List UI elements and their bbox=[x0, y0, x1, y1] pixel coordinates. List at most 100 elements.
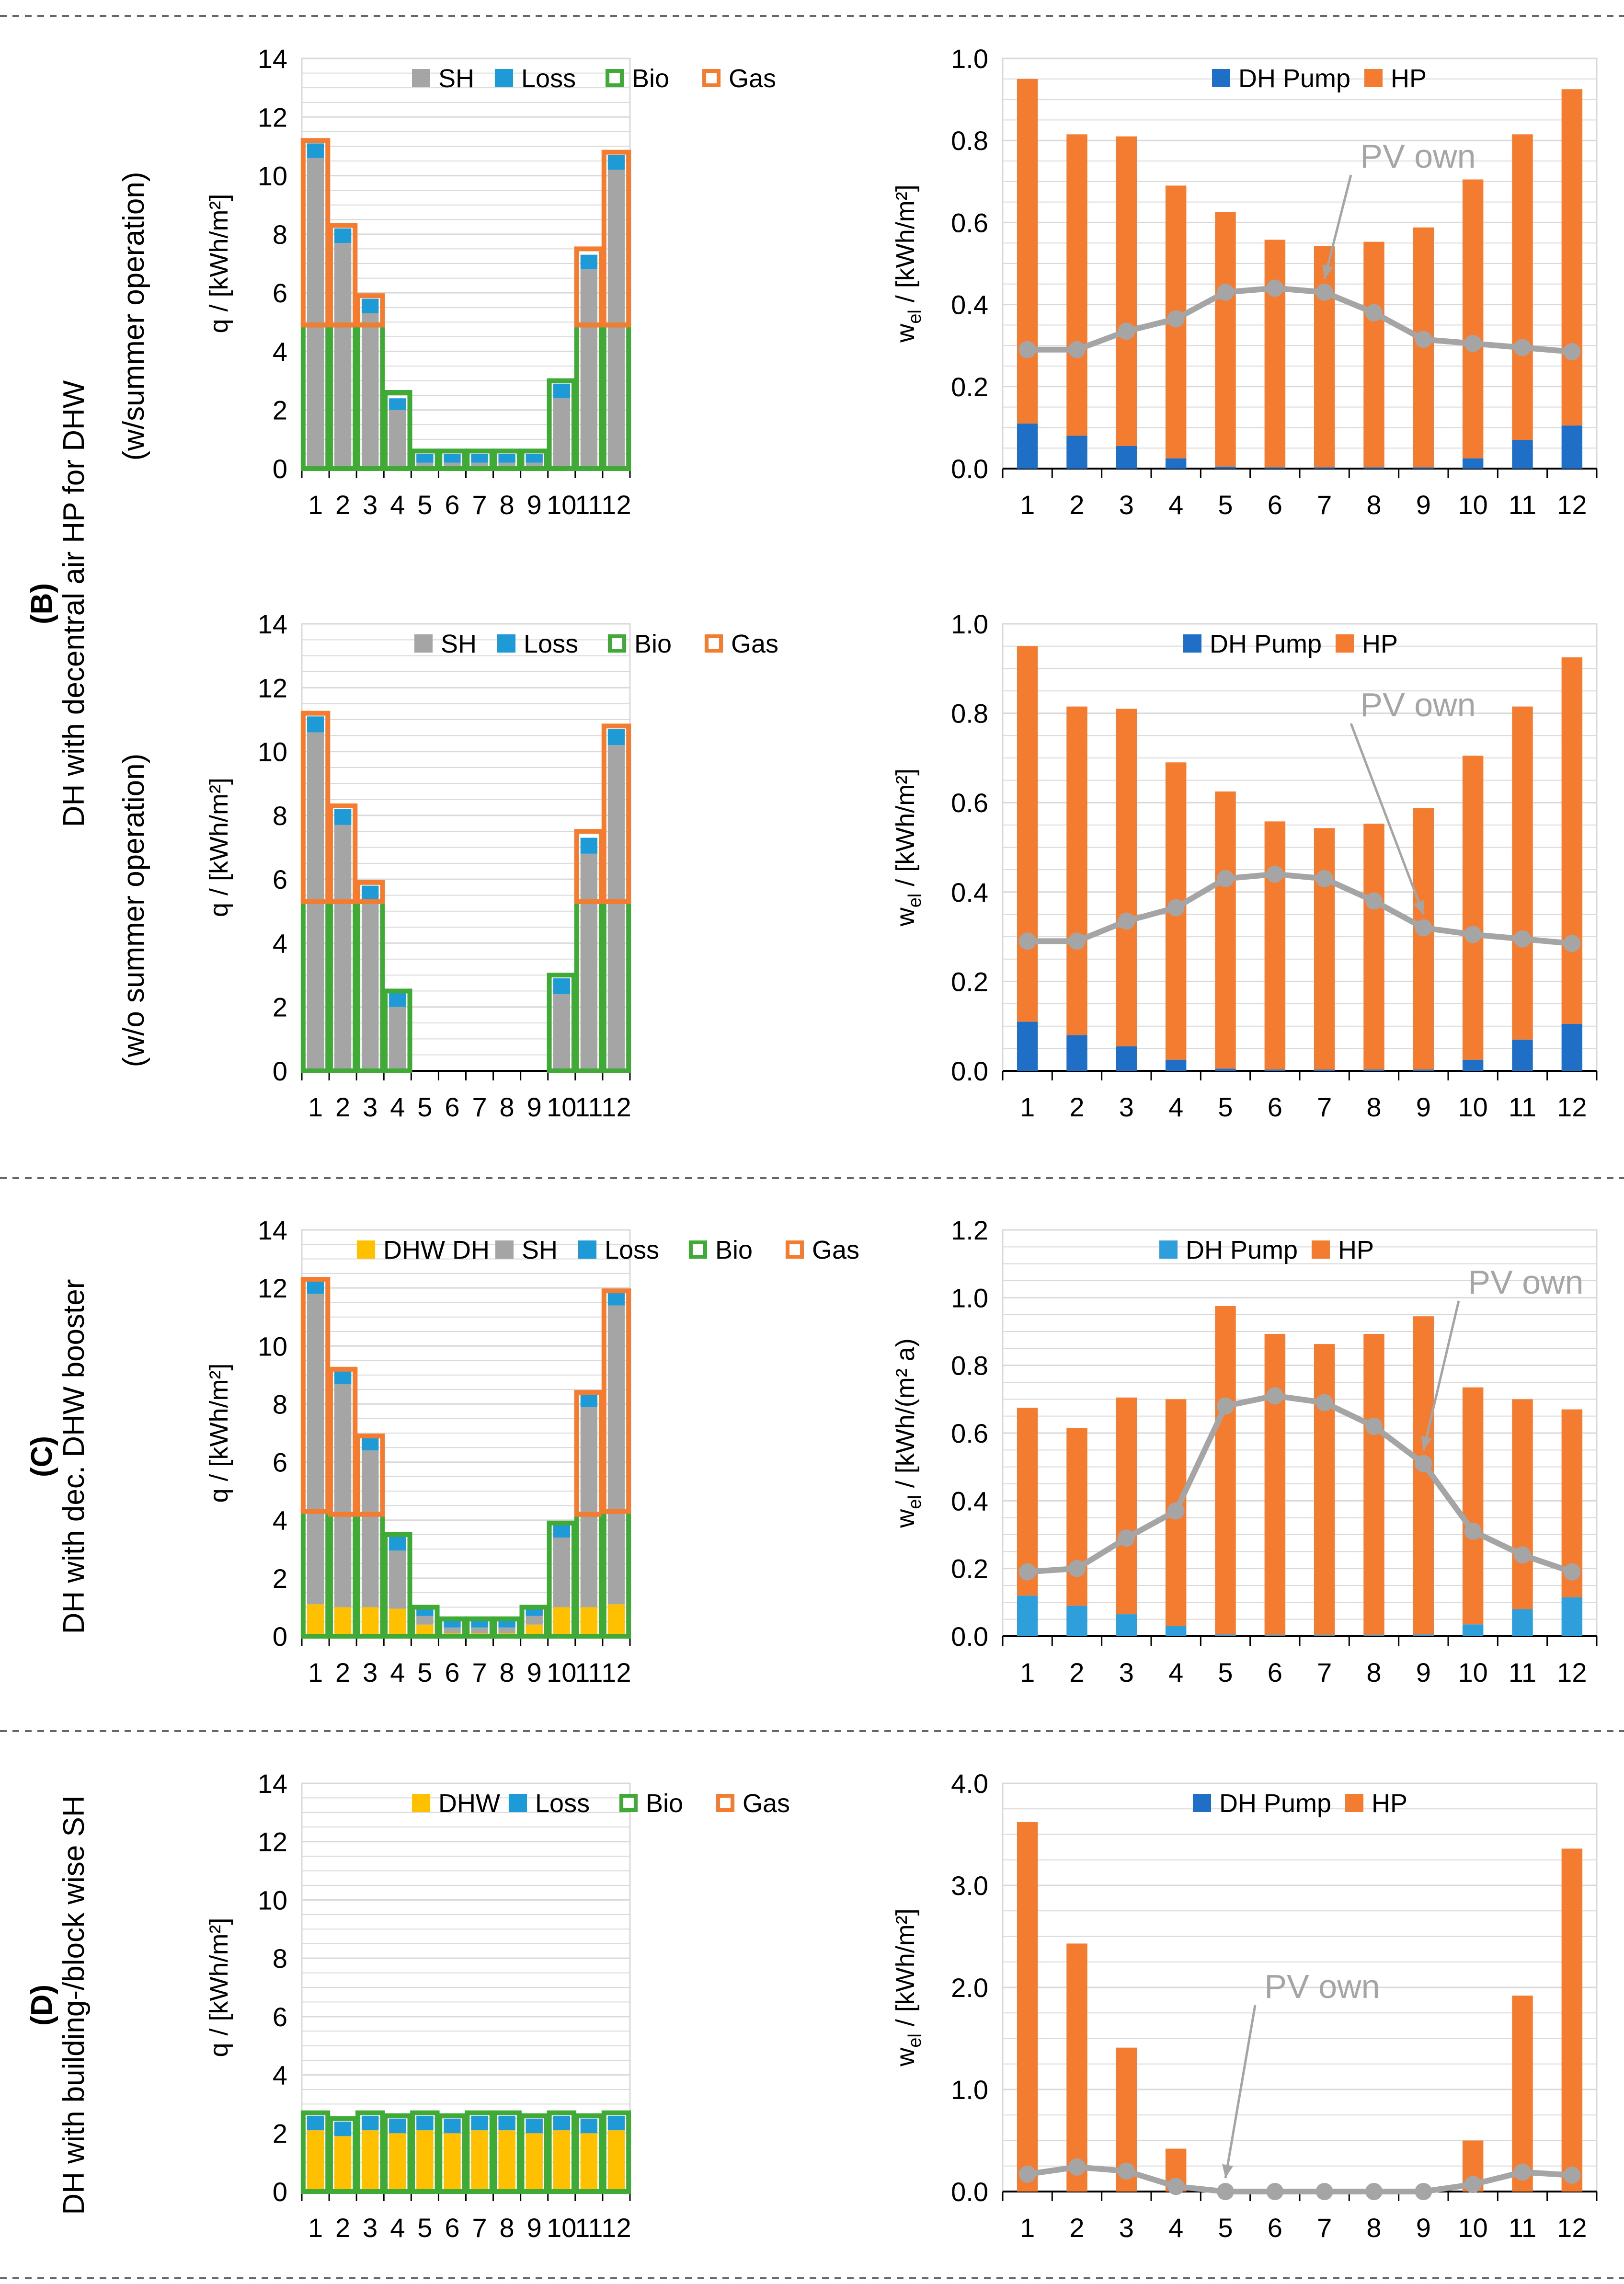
x-tick-label: 10 bbox=[547, 1657, 576, 1687]
bar-loss bbox=[580, 2118, 598, 2134]
bar-dh-pump bbox=[1017, 423, 1038, 469]
pv-own-point bbox=[1068, 932, 1086, 950]
legend-item: SH bbox=[495, 1236, 558, 1264]
bar-dhw bbox=[362, 2130, 379, 2192]
y-tick-label: 10 bbox=[258, 1885, 287, 1915]
row-d-letter: (D) bbox=[25, 1985, 58, 2026]
x-tick-label: 10 bbox=[547, 1092, 576, 1122]
legend: SH Loss Bio Gas bbox=[412, 64, 776, 93]
bar-loss bbox=[498, 2115, 515, 2131]
bar-loss bbox=[444, 2118, 461, 2134]
y-tick-label: 12 bbox=[258, 1273, 287, 1303]
bar-loss bbox=[580, 1392, 598, 1407]
annotation-arrowhead bbox=[1222, 2164, 1234, 2178]
pv-own-point bbox=[1118, 912, 1135, 930]
x-tick-label: 8 bbox=[1366, 1657, 1381, 1687]
bar-gas-outline bbox=[328, 1366, 358, 1517]
bar-bio-outline bbox=[383, 1532, 412, 1639]
x-tick-label: 11 bbox=[575, 2213, 603, 2243]
legend-item: Bio bbox=[689, 1236, 753, 1264]
bar-dhw-dh bbox=[607, 1604, 625, 1636]
bar-loss bbox=[389, 1536, 406, 1551]
y-tick-label: 10 bbox=[258, 161, 287, 191]
y-tick-label: 4 bbox=[273, 928, 287, 958]
annotation-arrowhead bbox=[1322, 264, 1333, 279]
bar-loss bbox=[362, 885, 379, 902]
legend-label: HP bbox=[1391, 64, 1427, 93]
x-tick-label: 1 bbox=[308, 1092, 323, 1122]
bar-hp bbox=[1264, 240, 1286, 468]
bar-loss bbox=[526, 2118, 543, 2134]
bar-loss bbox=[416, 2115, 434, 2131]
y-tick-label: 8 bbox=[273, 219, 287, 250]
legend-label: HP bbox=[1362, 630, 1398, 658]
y-tick-label: 0.2 bbox=[951, 372, 988, 402]
bar-hp bbox=[1215, 1306, 1236, 1635]
x-tick-label: 4 bbox=[390, 490, 405, 520]
x-tick-label: 10 bbox=[1458, 2213, 1488, 2243]
legend-item: DH Pump bbox=[1183, 630, 1322, 658]
annotation-arrowhead bbox=[1421, 1436, 1432, 1450]
bar-loss bbox=[307, 1279, 324, 1294]
x-tick-label: 4 bbox=[1168, 2213, 1183, 2243]
legend-label: DHW bbox=[438, 1789, 500, 1818]
y-tick-label: 0.0 bbox=[951, 2177, 988, 2207]
bar-hp bbox=[1413, 808, 1434, 1070]
pv-own-point bbox=[1514, 1546, 1531, 1564]
bar-hp bbox=[1512, 1399, 1533, 1609]
y-tick-label: 1.0 bbox=[951, 1283, 988, 1313]
bar-loss bbox=[362, 298, 379, 313]
legend-label: Bio bbox=[632, 64, 669, 93]
bar-dh-pump bbox=[1363, 1069, 1384, 1071]
legend-swatch bbox=[608, 634, 626, 653]
x-tick-label: 5 bbox=[1218, 1092, 1233, 1122]
pv-own-point bbox=[1415, 331, 1432, 348]
legend-item: Gas bbox=[716, 1789, 790, 1818]
annotation-arrow bbox=[1350, 723, 1425, 915]
legend: DH Pump HP bbox=[1193, 1789, 1407, 1818]
legend-swatch bbox=[414, 634, 433, 653]
y-tick-label: 6 bbox=[273, 1447, 287, 1478]
pv-own-point bbox=[1118, 322, 1135, 340]
legend-item: HP bbox=[1364, 64, 1427, 93]
x-tick-label: 7 bbox=[472, 1092, 487, 1122]
bar-hp bbox=[1215, 212, 1236, 467]
y-tick-label: 0 bbox=[273, 454, 287, 484]
bar-sh bbox=[444, 1627, 461, 1633]
bar-loss bbox=[334, 809, 352, 825]
bar-loss bbox=[334, 228, 352, 243]
y-axis-label: q / [kWh/m²] bbox=[205, 778, 233, 917]
x-tick-label: 6 bbox=[445, 1092, 459, 1122]
y-tick-label: 0 bbox=[273, 1621, 287, 1652]
bar-hp bbox=[1215, 791, 1236, 1069]
legend-swatch bbox=[786, 1240, 804, 1259]
bar-dh-pump bbox=[1363, 467, 1384, 469]
bar-dhw bbox=[607, 2130, 625, 2192]
bar-bio-outline bbox=[328, 2116, 358, 2194]
pv-own-point bbox=[1365, 892, 1383, 910]
legend: DHW Loss Bio Gas bbox=[412, 1789, 790, 1818]
x-tick-label: 6 bbox=[1268, 1092, 1282, 1122]
bar-gas-outline bbox=[601, 149, 631, 328]
bar-dhw-dh bbox=[362, 1607, 379, 1636]
legend-item: Bio bbox=[608, 630, 672, 658]
bar-dh-pump bbox=[1116, 446, 1137, 469]
bar-bio-outline bbox=[492, 448, 522, 471]
bar-dh-pump bbox=[1165, 1626, 1187, 1636]
bar-sh bbox=[362, 313, 379, 469]
x-tick-label: 9 bbox=[1416, 2213, 1431, 2243]
y-tick-label: 12 bbox=[258, 673, 287, 703]
bar-hp bbox=[1561, 89, 1583, 426]
x-tick-label: 2 bbox=[335, 490, 350, 520]
x-tick-label: 8 bbox=[1366, 490, 1381, 520]
legend-label: Bio bbox=[715, 1236, 753, 1264]
x-tick-label: 5 bbox=[417, 490, 432, 520]
legend-swatch bbox=[495, 1240, 514, 1259]
legend-item: Bio bbox=[606, 64, 669, 93]
x-tick-label: 1 bbox=[1020, 2213, 1035, 2243]
y-tick-label: 10 bbox=[258, 1331, 287, 1361]
bar-hp bbox=[1116, 709, 1137, 1046]
